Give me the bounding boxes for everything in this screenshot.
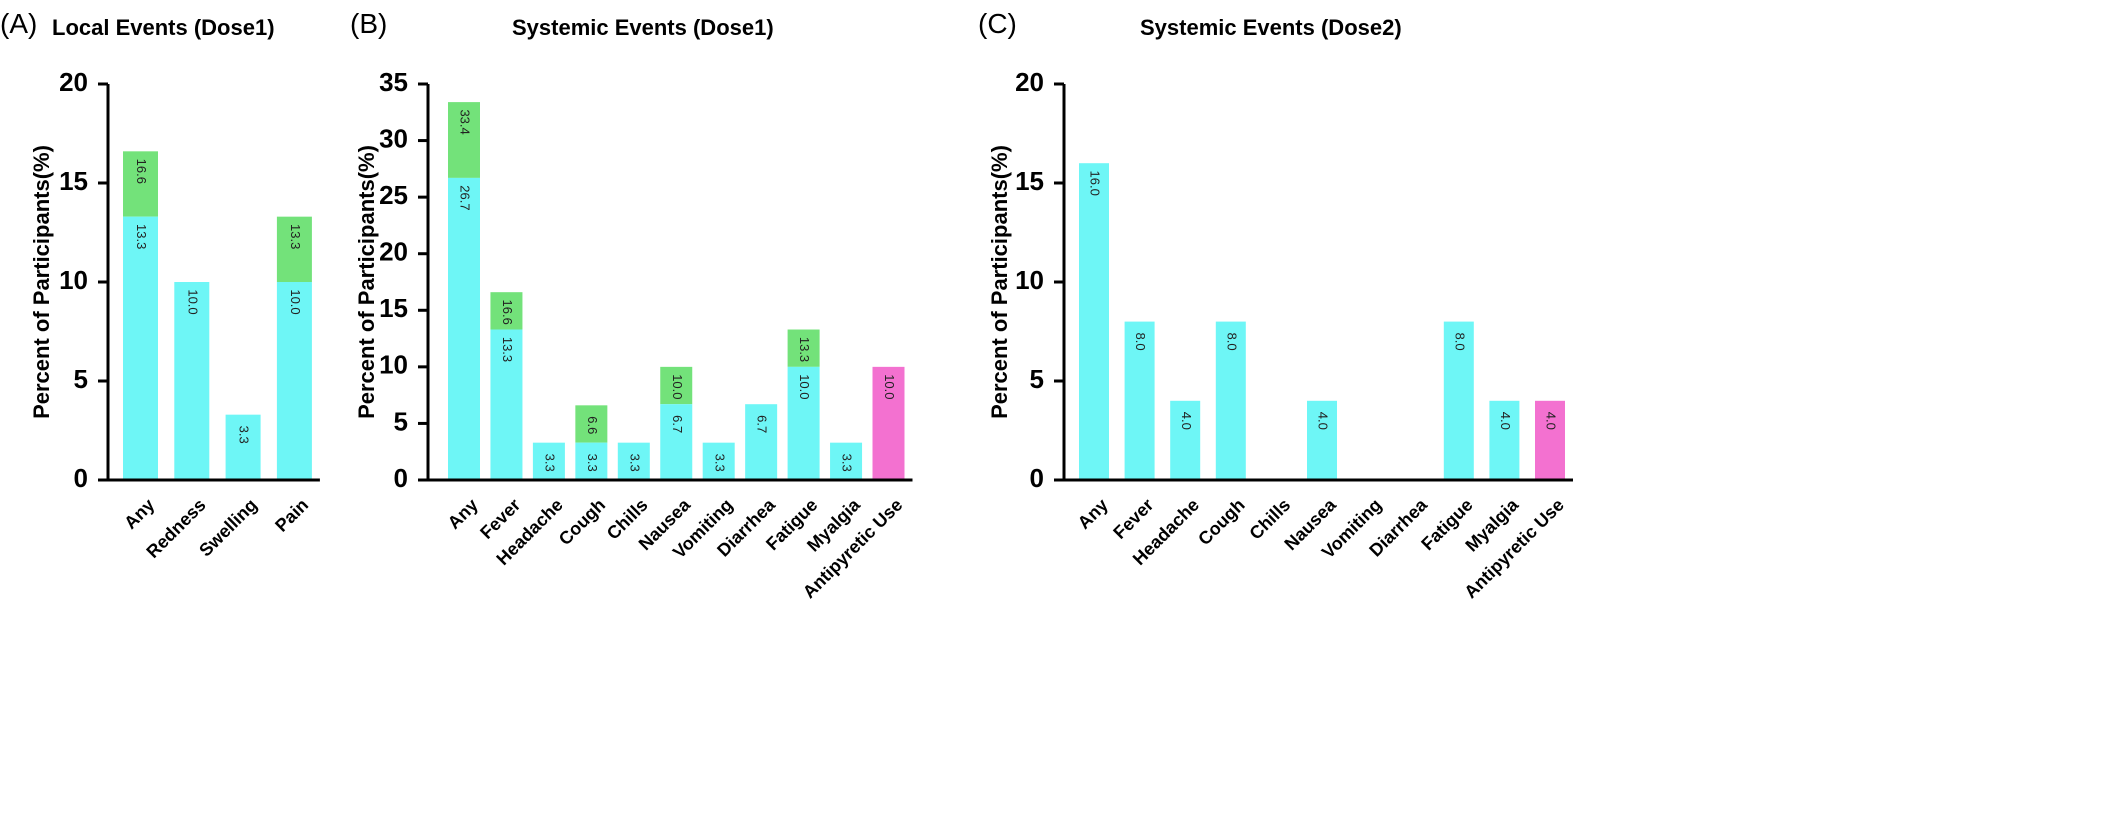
- data-label: 16.6: [134, 159, 149, 184]
- bar-top-segment: [448, 102, 480, 178]
- bar-base-segment: [1489, 400, 1520, 480]
- bar-base-segment: [1307, 400, 1337, 480]
- data-label: 6.6: [585, 416, 600, 434]
- data-label: 13.3: [134, 224, 149, 249]
- chart-title: Systemic Events (Dose1): [512, 15, 774, 40]
- bar-base-segment: [490, 329, 523, 480]
- bar-base-segment: [174, 282, 210, 480]
- x-tick-label: Any: [120, 495, 158, 533]
- chart-panel-a: (A) Local Events (Dose1) Percent of Partic…: [0, 8, 320, 562]
- data-label: 26.7: [458, 185, 473, 210]
- y-tick-label: 0: [1030, 463, 1044, 493]
- y-tick-label: 35: [379, 67, 408, 97]
- y-tick-label: 30: [379, 123, 408, 153]
- bar-top-segment: [787, 329, 820, 367]
- y-axis-title: Percent of Participants(%): [354, 145, 379, 419]
- y-tick-label: 5: [74, 364, 88, 394]
- x-tick-label: Any: [1074, 495, 1112, 533]
- bar-top-segment: [490, 292, 523, 330]
- y-tick-label: 15: [59, 166, 88, 196]
- chart-panel-c: (C) Systemic Events (Dose2) Percent of Par…: [978, 8, 1573, 602]
- y-tick-label: 10: [379, 350, 408, 380]
- data-label: 3.3: [542, 454, 557, 472]
- y-axis-title: Percent of Participants(%): [987, 145, 1012, 419]
- bar-base-segment: [276, 282, 312, 480]
- bar-single: [1535, 400, 1565, 480]
- y-tick-label: 10: [59, 265, 88, 295]
- data-label: 10.0: [185, 289, 200, 314]
- data-label: 3.3: [712, 454, 727, 472]
- panel-label: (C): [978, 8, 1017, 39]
- bar-base-segment: [1079, 163, 1109, 480]
- data-label: 8.0: [1452, 333, 1467, 351]
- bar-base-segment: [617, 442, 650, 480]
- x-tick-label: Any: [444, 495, 482, 533]
- chart-title: Local Events (Dose1): [52, 15, 275, 40]
- bar-base-segment: [532, 442, 565, 480]
- data-label: 8.0: [1133, 333, 1148, 351]
- bar-single: [872, 366, 905, 480]
- chart-title: Systemic Events (Dose2): [1140, 15, 1402, 40]
- bar-base-segment: [660, 404, 693, 480]
- y-tick-label: 20: [1015, 67, 1044, 97]
- bar-top-segment: [660, 366, 693, 405]
- x-tick-label: Pain: [271, 495, 312, 536]
- data-label: 16.0: [1088, 171, 1103, 196]
- data-label: 33.4: [458, 109, 473, 134]
- bar-base-segment: [575, 442, 608, 480]
- data-label: 4.0: [1316, 412, 1331, 430]
- y-tick-label: 10: [1015, 265, 1044, 295]
- bar-base-segment: [123, 216, 158, 480]
- x-tick-label: Cough: [1194, 495, 1248, 549]
- data-label: 8.0: [1224, 333, 1239, 351]
- x-tick-label: Cough: [555, 495, 609, 549]
- y-axis-title: Percent of Participants(%): [29, 145, 54, 419]
- bar-top-segment: [123, 151, 158, 217]
- bar-base-segment: [448, 177, 480, 480]
- data-label: 3.3: [840, 454, 855, 472]
- bar-top-segment: [276, 216, 312, 282]
- data-label: 13.3: [288, 224, 303, 249]
- y-tick-label: 20: [379, 237, 408, 267]
- bar-base-segment: [225, 414, 261, 480]
- bar-base-segment: [702, 442, 735, 480]
- bar-base-segment: [745, 404, 778, 480]
- y-tick-label: 15: [1015, 166, 1044, 196]
- bar-base-segment: [1215, 321, 1246, 480]
- data-label: 10.0: [797, 374, 812, 399]
- bar-base-segment: [830, 442, 863, 480]
- y-tick-label: 15: [379, 293, 408, 323]
- data-label: 10.0: [288, 289, 303, 314]
- panel-label: (A): [0, 8, 37, 39]
- bar-base-segment: [1170, 400, 1201, 480]
- data-label: 6.7: [755, 415, 770, 433]
- data-label: 13.3: [500, 337, 515, 362]
- bar-top-segment: [575, 405, 608, 443]
- data-label: 3.3: [585, 454, 600, 472]
- y-tick-label: 0: [394, 463, 408, 493]
- bar-base-segment: [1124, 321, 1155, 480]
- data-label: 6.7: [670, 415, 685, 433]
- y-tick-label: 25: [379, 180, 408, 210]
- panel-label: (B): [350, 8, 387, 39]
- data-label: 3.3: [237, 426, 252, 444]
- data-label: 10.0: [882, 374, 897, 399]
- data-label: 4.0: [1498, 412, 1513, 430]
- chart-panel-b: (B) Systemic Events (Dose1) Percent of Par…: [350, 8, 913, 602]
- y-tick-label: 0: [74, 463, 88, 493]
- y-tick-label: 20: [59, 67, 88, 97]
- data-label: 3.3: [627, 454, 642, 472]
- bar-base-segment: [1443, 321, 1474, 480]
- data-label: 4.0: [1179, 412, 1194, 430]
- data-label: 10.0: [670, 374, 685, 399]
- data-label: 13.3: [797, 337, 812, 362]
- y-tick-label: 5: [394, 406, 408, 436]
- bar-base-segment: [787, 366, 820, 480]
- y-tick-label: 5: [1030, 364, 1044, 394]
- data-label: 4.0: [1544, 412, 1559, 430]
- data-label: 16.6: [500, 300, 515, 325]
